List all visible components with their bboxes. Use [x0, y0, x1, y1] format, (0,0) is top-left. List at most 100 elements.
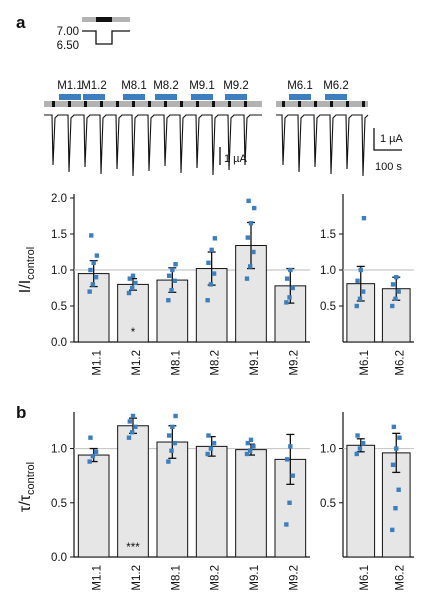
chart-a-right: 0.5 1.0 1.5 M6.1 M6.2	[320, 194, 414, 376]
data-point	[166, 433, 172, 438]
ph-bar-pulse	[196, 101, 199, 107]
data-point	[394, 446, 399, 451]
application-label: M9.1	[189, 80, 215, 92]
y-tick-label: 2.0	[51, 193, 67, 205]
scale-right-time-label: 100 s	[375, 161, 402, 173]
data-point	[252, 205, 257, 211]
application-bar	[123, 94, 145, 100]
data-point	[166, 459, 171, 464]
data-point	[361, 215, 367, 221]
data-point	[357, 446, 363, 451]
y-tick-label: 1.0	[51, 265, 67, 277]
bar	[156, 441, 189, 558]
data-point	[173, 262, 178, 267]
data-point	[205, 451, 210, 457]
current-trace-right: M6.1 M6.2	[276, 80, 369, 177]
data-point	[133, 280, 138, 286]
ph-bar-pulse	[362, 101, 365, 107]
application-label: M6.2	[323, 80, 349, 92]
ph-bar-pulse	[212, 101, 215, 107]
data-point	[126, 290, 132, 296]
data-point	[248, 221, 254, 226]
category-label: M1.1	[92, 350, 104, 376]
data-point	[94, 253, 100, 258]
ph-protocol-step	[82, 30, 130, 45]
ph-bar-pulse	[346, 101, 349, 107]
ph-bar-pulse	[314, 101, 317, 107]
data-point	[93, 275, 99, 280]
application-label: M1.2	[81, 80, 107, 92]
category-label: M1.2	[131, 565, 143, 591]
data-point	[396, 289, 401, 294]
ph-bar-pulse	[282, 101, 285, 107]
data-point	[126, 435, 132, 440]
ph-bar-pulse	[228, 101, 231, 107]
data-point	[211, 271, 217, 276]
bar	[117, 283, 149, 343]
chart-b-left: 0.0 0.5 1.0 M1.1 M1.2 M8.1 M8.2 M9.1 M9.2 ***	[51, 412, 310, 591]
chart-b-right: 0.5 1.0 M6.1 M6.2	[320, 412, 414, 591]
application-bar	[289, 94, 311, 100]
data-point	[93, 449, 99, 454]
data-point	[393, 505, 398, 511]
data-point	[88, 267, 93, 273]
data-point	[284, 300, 289, 305]
data-point	[288, 444, 293, 449]
data-point	[290, 473, 295, 478]
y-axis-title-b: τ/τcontrol	[17, 462, 37, 512]
ph-bar-pulse	[298, 101, 301, 107]
data-point	[397, 435, 402, 440]
y-tick-label: 0.5	[51, 301, 67, 313]
application-label: M6.1	[287, 80, 313, 92]
data-point	[248, 437, 254, 443]
data-point	[390, 527, 395, 533]
y-tick-label: 0.0	[51, 552, 67, 564]
data-point	[358, 267, 363, 273]
data-point	[244, 276, 250, 281]
application-label: M8.1	[121, 80, 147, 92]
scale-bar-left: 1 µA	[219, 147, 248, 165]
y-tick-label: 1.5	[320, 229, 336, 241]
data-point	[205, 298, 210, 303]
data-point	[169, 448, 174, 453]
application-bar	[59, 94, 81, 100]
category-label: M1.1	[92, 565, 104, 591]
data-point	[127, 419, 132, 424]
ph-bar-pulse	[148, 101, 151, 107]
category-label: M9.1	[249, 565, 261, 591]
category-label: M9.2	[288, 565, 300, 591]
data-point	[244, 451, 250, 457]
category-label: M8.2	[210, 350, 222, 376]
data-point	[355, 278, 360, 283]
data-point	[88, 435, 93, 440]
y-tick-label: 0.5	[51, 498, 67, 510]
application-label: M1.1	[57, 80, 83, 92]
data-point	[390, 282, 396, 287]
ph-bar-pulse	[180, 101, 183, 107]
y-tick-label: 0.5	[320, 301, 336, 313]
data-point	[246, 198, 251, 204]
category-label: M6.2	[394, 350, 406, 376]
ph-bar-pulse	[68, 101, 71, 107]
ph-protocol: 7.00 6.50	[57, 17, 130, 52]
bar	[235, 449, 267, 558]
data-point	[360, 289, 366, 294]
current-trace-line	[276, 114, 369, 177]
data-point	[208, 282, 214, 287]
data-point	[133, 424, 138, 430]
data-point	[248, 448, 253, 453]
y-tick-label: 0.5	[320, 498, 336, 510]
data-point	[130, 285, 135, 291]
category-label: M6.1	[359, 350, 371, 376]
category-label: M8.1	[170, 350, 182, 376]
application-label: M8.2	[153, 80, 179, 92]
data-point	[284, 457, 290, 462]
ph-low-label: 6.50	[57, 40, 79, 52]
data-point	[169, 287, 174, 293]
data-point	[251, 444, 256, 449]
bar	[77, 454, 110, 558]
data-point	[287, 295, 292, 300]
data-point	[90, 453, 96, 459]
data-point	[360, 440, 366, 446]
